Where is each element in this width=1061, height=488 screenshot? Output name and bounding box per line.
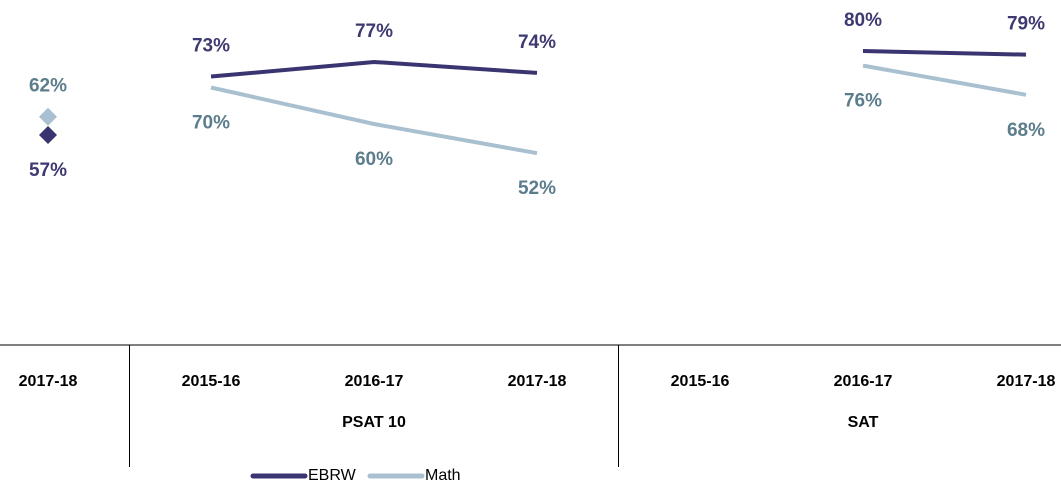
x-tick-label: 2017-18 [997,373,1056,390]
data-label: 79% [1007,14,1045,35]
line [862,63,1027,97]
x-tick-label: 2017-18 [508,373,567,390]
legend-label: Math [425,467,461,484]
data-label: 77% [355,21,393,42]
x-tick-label: 2017-18 [19,373,78,390]
data-label: 76% [844,91,882,112]
x-tick-label: 2016-17 [834,373,893,390]
legend-label: EBRW [308,467,357,484]
data-label: 74% [518,32,556,53]
group-label: PSAT 10 [342,414,406,431]
x-tick-label: 2015-16 [182,373,241,390]
data-label: 52% [518,178,556,199]
line [862,49,1027,57]
data-label: 80% [844,10,882,31]
data-label: 68% [1007,120,1045,141]
data-label: 70% [192,113,230,134]
point-marker [39,107,57,126]
line [210,85,538,156]
data-label: 60% [355,149,393,170]
group-label: SAT [848,414,879,431]
data-label: 57% [29,160,67,181]
line [210,59,538,79]
x-tick-label: 2015-16 [671,373,730,390]
data-label: 73% [192,36,230,57]
point-marker [39,125,57,144]
x-tick-label: 2016-17 [345,373,404,390]
data-label: 62% [29,76,67,97]
